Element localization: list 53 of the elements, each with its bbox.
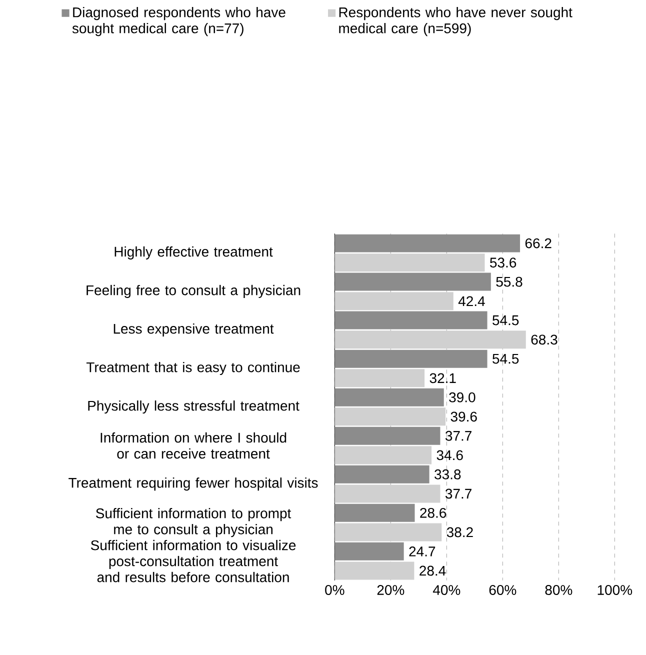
y-tick-label: Feeling free to consult a physician [86, 284, 300, 298]
data-label: 53.6 [490, 258, 516, 268]
x-tick-label: 60% [489, 585, 516, 595]
y-tick-label: Physically less stressful treatment [88, 400, 300, 414]
y-tick-label: Information on where I should or can receive treatment [100, 432, 286, 459]
data-label: 33.8 [434, 469, 461, 480]
data-label: 37.7 [445, 488, 472, 499]
legend-label: Diagnosed respondents who have sought medical care (n=77) [72, 7, 286, 36]
bar [334, 408, 446, 426]
bar [334, 523, 442, 542]
bar [334, 562, 414, 580]
bar [334, 388, 444, 406]
x-tick-label: 40% [432, 585, 460, 595]
bar [334, 292, 454, 310]
bar [334, 234, 520, 252]
data-label: 38.2 [446, 527, 473, 538]
data-label: 55.8 [496, 276, 522, 287]
x-tick-label: 0% [325, 585, 344, 595]
bar [334, 350, 488, 368]
bar [334, 254, 485, 272]
legend-label: Respondents who have never sought medical care (n=599) [339, 7, 572, 36]
bar [334, 330, 526, 349]
data-label: 39.0 [449, 392, 476, 402]
data-label: 66.2 [525, 238, 552, 248]
bar [334, 542, 404, 560]
y-tick-label: Treatment that is easy to continue [86, 362, 300, 376]
x-tick-label: 20% [377, 585, 404, 595]
y-tick-label: Less expensive treatment [114, 323, 274, 336]
y-tick-label: Sufficient information to prompt me to consult a physician [96, 508, 292, 538]
data-label: 42.4 [458, 296, 485, 306]
x-tick-label: 80% [545, 585, 572, 595]
bar [334, 369, 425, 388]
y-tick-label: Sufficient information to visualize post-consultation treatment and results before consultation [90, 540, 296, 582]
data-label: 24.7 [409, 546, 436, 556]
bar [334, 311, 488, 330]
data-label: 54.5 [492, 315, 519, 326]
data-label: 39.6 [450, 412, 477, 422]
data-label: 34.6 [436, 450, 463, 460]
bar [334, 446, 432, 464]
data-label: 54.5 [492, 354, 519, 364]
data-label: 28.4 [420, 566, 446, 576]
bar [334, 272, 491, 291]
data-label: 68.3 [531, 334, 558, 345]
data-label: 32.1 [430, 373, 456, 384]
x-tick-label: 100% [598, 585, 632, 595]
y-tick-label: Highly effective treatment [114, 246, 273, 260]
bar [334, 465, 430, 484]
bar [334, 426, 440, 445]
data-label: 37.7 [445, 430, 472, 441]
bar [334, 504, 415, 522]
bar [334, 484, 440, 503]
data-label: 28.6 [420, 508, 446, 518]
y-tick-label: Treatment requiring fewer hospital visits [68, 478, 318, 491]
